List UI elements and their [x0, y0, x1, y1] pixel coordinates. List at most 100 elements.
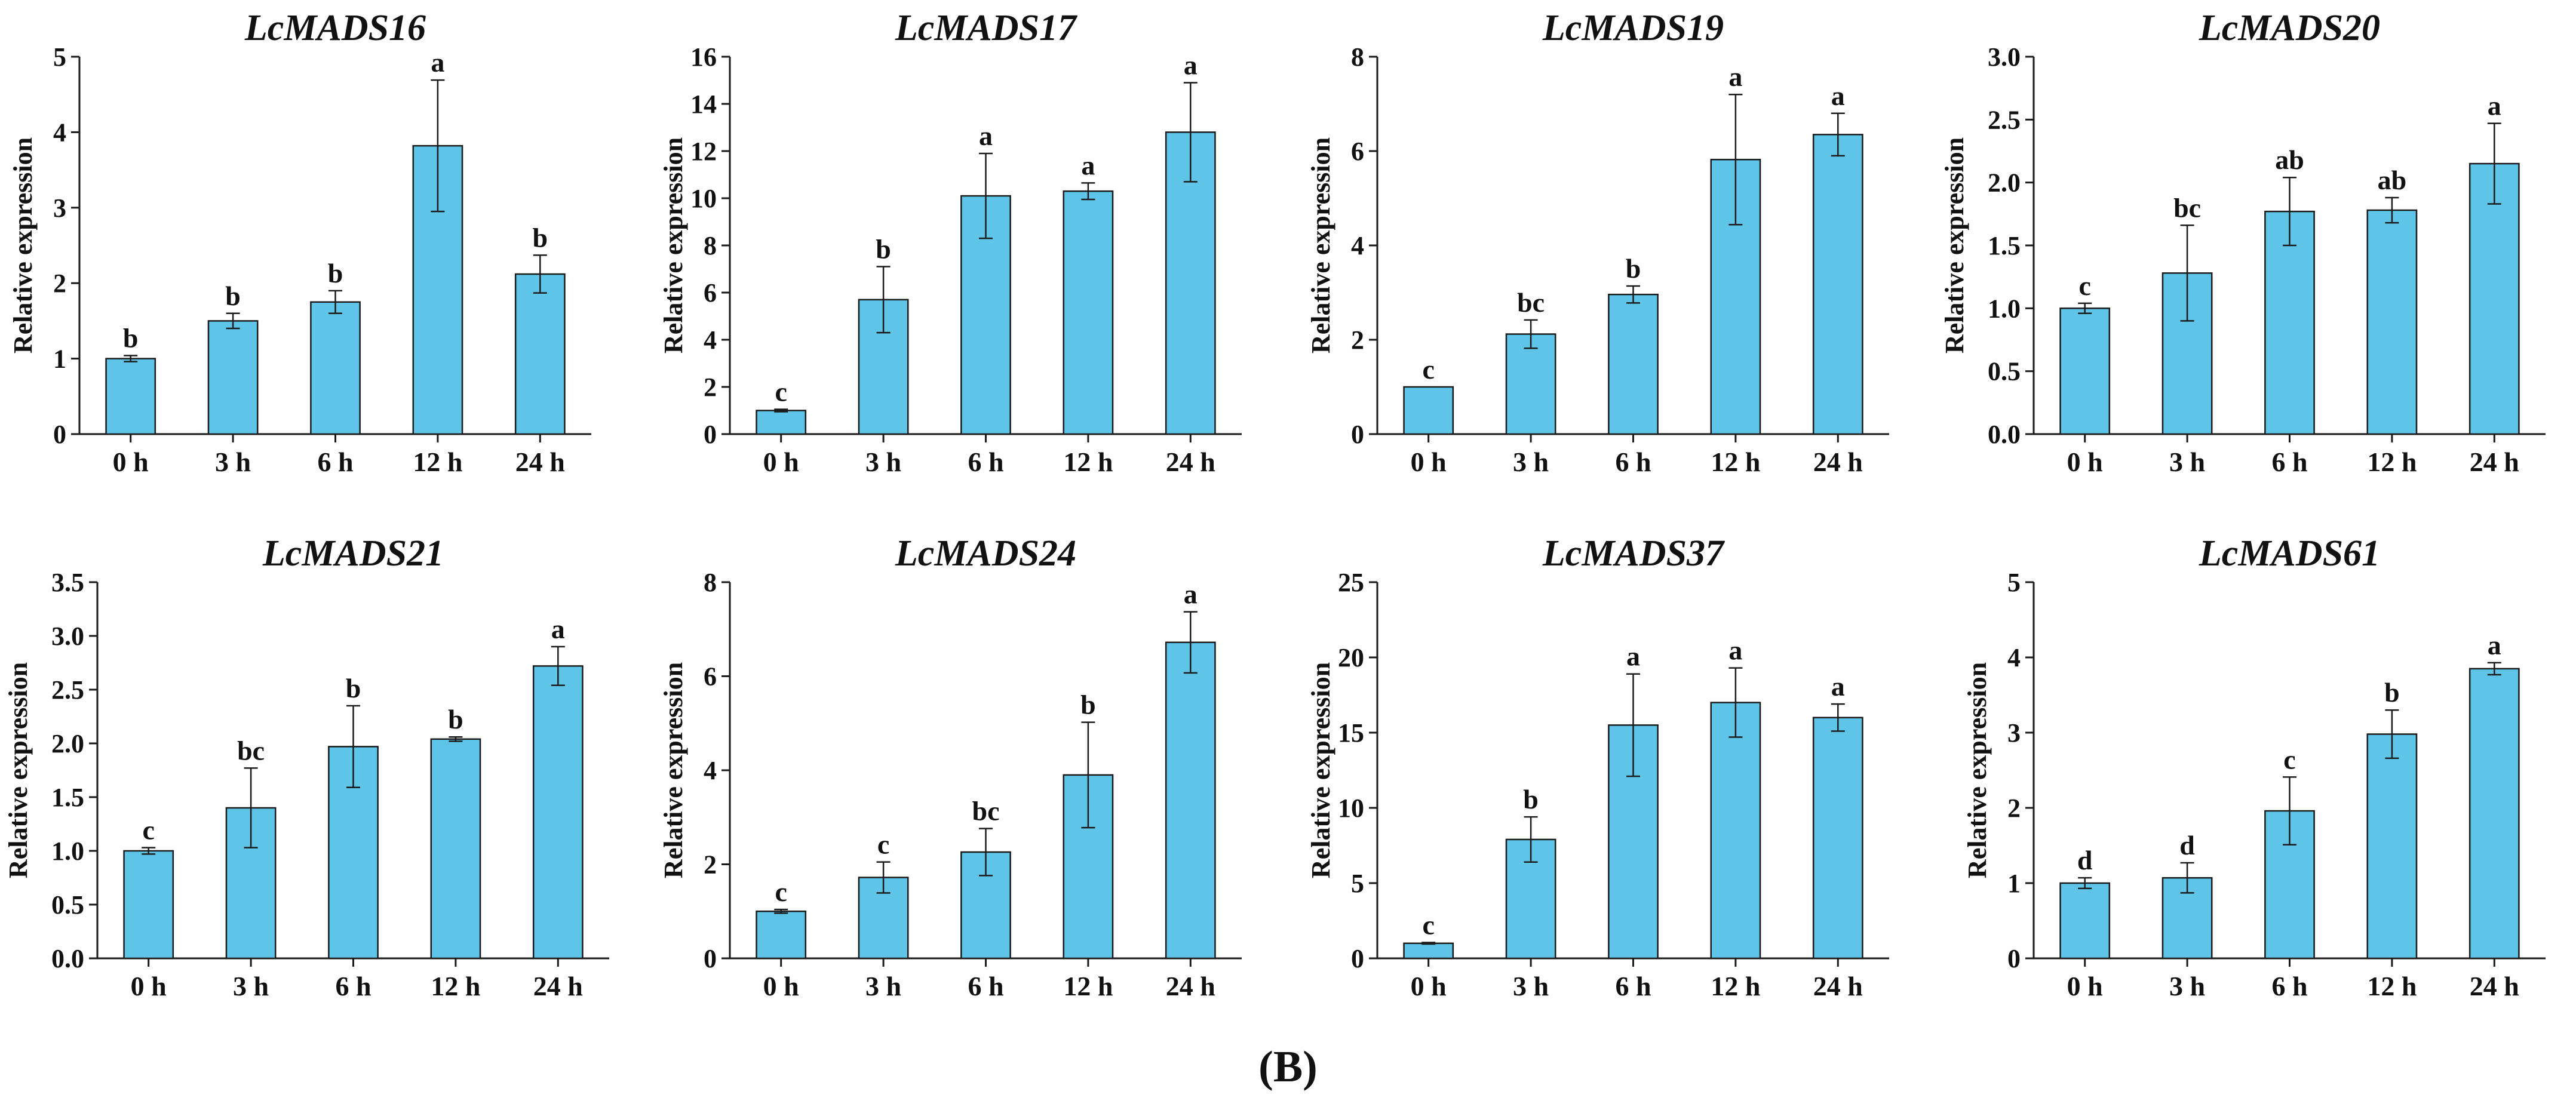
x-tick-label: 3 h	[1513, 447, 1549, 477]
chart-title: LcMADS37	[1542, 533, 1725, 574]
y-tick-label: 6	[704, 278, 717, 308]
bar	[1403, 942, 1454, 960]
x-tick-label: 24 h	[1166, 447, 1215, 477]
y-tick-label: 8	[704, 231, 717, 260]
chart-7: LcMADS37 Relative expression 0 5 10 15 20 25 c 0 …	[1306, 533, 1889, 1001]
y-axis-label: Relative expression	[1940, 137, 1969, 353]
y-tick-label: 2	[704, 373, 717, 402]
y-tick-label: 4	[704, 756, 717, 785]
bar	[2468, 668, 2520, 960]
x-tick-label: 0 h	[1411, 971, 1447, 1001]
y-tick-label: 5	[53, 42, 66, 72]
y-tick-label: 0	[2007, 944, 2021, 973]
y-tick-label: 2.0	[1988, 168, 2021, 198]
significance-letter: a	[979, 121, 993, 151]
significance-letter: b	[1080, 690, 1096, 720]
significance-letter: c	[1422, 910, 1434, 940]
y-tick-label: 1.5	[51, 783, 84, 812]
y-tick-label: 1.0	[1988, 294, 2021, 323]
significance-letter: a	[551, 614, 565, 644]
y-tick-label: 10	[690, 184, 717, 213]
significance-letter: b	[1626, 253, 1641, 284]
bar	[1812, 717, 1863, 960]
y-tick-label: 20	[1338, 643, 1364, 672]
significance-letter: c	[1422, 354, 1434, 385]
y-tick-label: 15	[1338, 718, 1364, 748]
bar	[756, 911, 807, 960]
x-tick-label: 3 h	[233, 971, 269, 1001]
y-tick-label: 4	[2007, 643, 2021, 672]
x-tick-label: 12 h	[1711, 971, 1760, 1001]
chart-1: LcMADS16 Relative expression 0 1 2 3 4 5 b 0 h b 3 …	[8, 8, 591, 477]
chart-8: LcMADS61 Relative expression 0 1 2 3 4 5 d 0 h d 3 …	[1963, 533, 2546, 1001]
y-tick-label: 25	[1338, 568, 1364, 597]
bar	[532, 665, 584, 960]
significance-letter: b	[533, 222, 548, 253]
bar	[310, 301, 361, 435]
significance-letter: c	[2283, 744, 2295, 774]
x-tick-label: 6 h	[968, 971, 1003, 1001]
y-tick-label: 0	[53, 420, 66, 449]
chart-title: LcMADS61	[2199, 533, 2380, 574]
chart-title: LcMADS21	[262, 533, 444, 574]
y-axis-label: Relative expression	[1306, 662, 1335, 878]
chart-title: LcMADS17	[895, 8, 1078, 48]
bar	[756, 410, 807, 435]
y-tick-label: 0	[1351, 944, 1364, 973]
chart-title: LcMADS20	[2199, 8, 2380, 48]
y-tick-label: 3	[2007, 718, 2021, 748]
x-tick-label: 6 h	[317, 447, 353, 477]
x-tick-label: 12 h	[413, 447, 462, 477]
y-tick-label: 2	[704, 850, 717, 880]
y-tick-label: 2.0	[51, 729, 84, 758]
significance-letter: c	[775, 377, 787, 407]
bar	[1812, 134, 1863, 435]
x-tick-label: 0 h	[131, 971, 167, 1001]
y-tick-label: 0	[1351, 420, 1364, 449]
y-tick-label: 14	[690, 90, 717, 119]
bar	[207, 320, 259, 435]
significance-letter: a	[1081, 150, 1095, 180]
significance-letter: a	[1831, 81, 1845, 111]
significance-letter: a	[2488, 630, 2501, 660]
bar	[1165, 641, 1216, 960]
y-tick-label: 4	[704, 325, 717, 355]
y-tick-label: 3.0	[51, 622, 84, 651]
significance-letter: a	[1184, 50, 1198, 80]
significance-letter: bc	[972, 796, 1000, 826]
significance-letter: b	[1523, 784, 1539, 814]
significance-letter: a	[1728, 635, 1742, 666]
y-tick-label: 5	[1351, 869, 1364, 898]
significance-letter: a	[2488, 91, 2501, 121]
y-tick-label: 0.0	[51, 944, 84, 973]
significance-letter: b	[328, 258, 343, 288]
y-tick-label: 8	[704, 568, 717, 597]
significance-letter: bc	[2173, 192, 2201, 223]
bar	[1608, 293, 1659, 435]
x-tick-label: 24 h	[515, 447, 565, 477]
y-tick-label: 1.0	[51, 837, 84, 866]
y-tick-label: 2	[2007, 794, 2021, 823]
x-tick-label: 6 h	[1615, 971, 1651, 1001]
bar	[1063, 190, 1114, 435]
y-tick-label: 0	[704, 420, 717, 449]
y-tick-label: 2.5	[1988, 105, 2021, 134]
panel-label: (B)	[1258, 1043, 1318, 1091]
x-tick-label: 6 h	[968, 447, 1003, 477]
y-tick-label: 3.0	[1988, 42, 2021, 72]
x-tick-label: 0 h	[2067, 447, 2103, 477]
x-tick-label: 0 h	[2067, 971, 2103, 1001]
significance-letter: a	[1728, 62, 1742, 92]
y-tick-label: 6	[704, 662, 717, 691]
x-tick-label: 24 h	[533, 971, 583, 1001]
significance-letter: d	[2179, 830, 2195, 860]
significance-letter: c	[775, 877, 787, 907]
x-tick-label: 24 h	[1813, 447, 1863, 477]
y-axis-label: Relative expression	[659, 137, 688, 353]
y-tick-label: 0	[704, 944, 717, 973]
y-tick-label: 1	[53, 345, 66, 374]
significance-letter: b	[225, 281, 241, 311]
x-tick-label: 12 h	[2367, 971, 2417, 1001]
significance-letter: d	[2077, 845, 2093, 875]
x-tick-label: 3 h	[1513, 971, 1549, 1001]
